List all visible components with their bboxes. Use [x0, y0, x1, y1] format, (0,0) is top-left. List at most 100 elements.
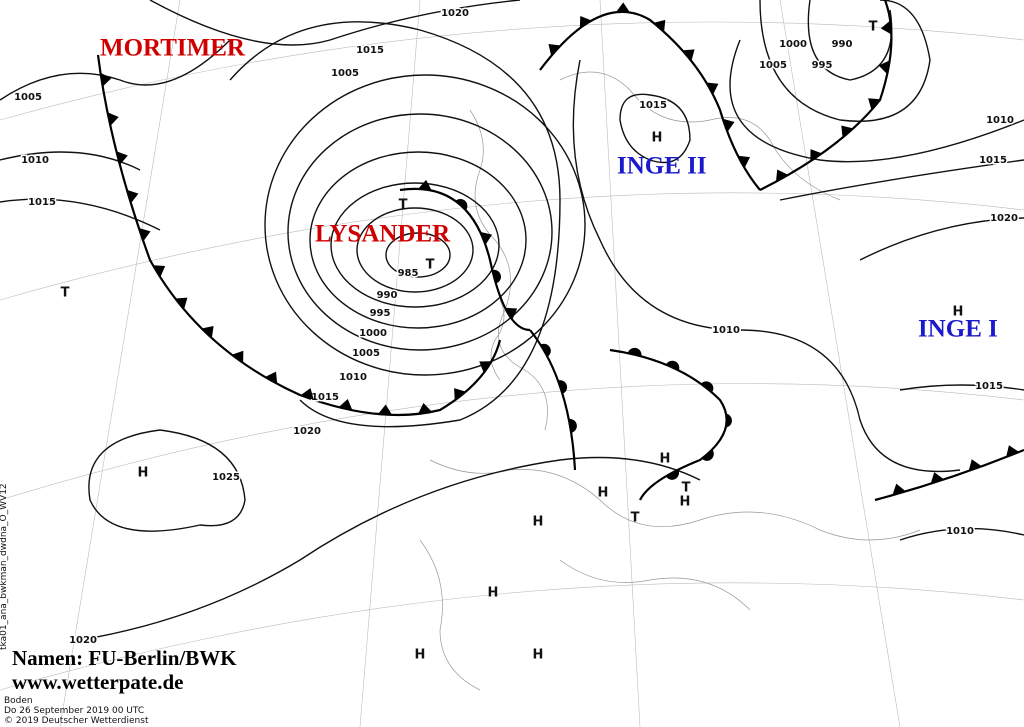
front-semicircle [627, 347, 642, 357]
front-triangle [107, 112, 119, 126]
front-triangle [265, 371, 278, 384]
isobars [0, 0, 1024, 641]
isobar-label: 985 [398, 268, 419, 279]
front-triangle [653, 19, 666, 32]
isobar-label: 1005 [759, 60, 787, 71]
isobar-label: 990 [377, 290, 398, 301]
front-triangle [722, 118, 735, 132]
pressure-center: T [61, 286, 70, 301]
pressure-center: H [598, 486, 609, 501]
pressure-center: H [533, 515, 544, 530]
pressure-center: H [660, 452, 671, 467]
isobar-label: 1005 [14, 92, 42, 103]
isobar-label: 1010 [339, 372, 367, 383]
credit-website: www.wetterpate.de [12, 670, 183, 694]
front-triangle [1006, 445, 1020, 458]
front-triangle [579, 15, 592, 29]
isobar-label: 1015 [28, 197, 56, 208]
front-triangle [378, 404, 393, 415]
isobar-label: 1015 [979, 155, 1007, 166]
isobar-label: 1020 [69, 635, 97, 646]
product-id: tka01_ana_bwkman_dwdna_O_WV12 [0, 483, 9, 650]
front-triangle [868, 98, 881, 111]
front-triangle [126, 189, 139, 204]
pressure-center: H [488, 586, 499, 601]
front-triangle [418, 402, 432, 414]
credit-names: Namen: FU-Berlin/BWK [12, 646, 237, 670]
front-triangle [300, 388, 314, 400]
front-triangle [138, 227, 151, 242]
front-triangle [454, 388, 466, 401]
front-semicircle [492, 269, 501, 284]
footer-copyright: © 2019 Deutscher Wetterdienst [4, 716, 149, 726]
isobar-label: 995 [370, 308, 391, 319]
front-triangle [737, 155, 751, 169]
isobar-label: 1025 [212, 472, 240, 483]
pressure-center: H [680, 495, 691, 510]
pressure-center: T [682, 481, 691, 496]
front-triangle [706, 82, 719, 95]
front-triangle [116, 151, 128, 165]
front-triangle [880, 20, 892, 35]
isobar-label: 1020 [293, 426, 321, 437]
front-triangle [968, 459, 982, 472]
footer-level: Boden [4, 696, 33, 706]
footer-date: Do 26 September 2019 00 UTC [4, 706, 144, 716]
front-triangle [930, 472, 944, 484]
isobar-label: 1010 [21, 155, 49, 166]
front-triangle [548, 44, 561, 56]
front-semicircle [455, 198, 468, 211]
pressure-center: H [652, 131, 663, 146]
front-semicircle [665, 469, 680, 480]
isobar-label: 1000 [359, 328, 387, 339]
front-triangle [616, 2, 630, 13]
isobar-label: 990 [832, 39, 853, 50]
front-triangle [338, 398, 353, 411]
labels: MORTIMER LYSANDER INGE II INGE I 1020 1015 100… [13, 7, 1020, 663]
front-triangle [775, 169, 789, 182]
front-semicircle [725, 413, 732, 428]
front-semicircle [568, 418, 577, 433]
system-name: INGE I [918, 316, 998, 343]
isobar-label: 1000 [779, 39, 807, 50]
front-triangle [231, 350, 244, 363]
isobar-label: 1010 [712, 325, 740, 336]
system-name: INGE II [617, 153, 707, 180]
front-triangle [152, 265, 166, 278]
pressure-center: H [953, 305, 964, 320]
front-semicircle [557, 380, 568, 394]
pressure-center: H [533, 648, 544, 663]
front-semicircle [540, 343, 551, 357]
pressure-center: T [869, 20, 878, 35]
front-triangle [841, 125, 854, 138]
pressure-center: T [426, 258, 435, 273]
front-triangle [479, 361, 492, 373]
front-triangle [100, 72, 112, 87]
pressure-center: H [415, 648, 426, 663]
system-name: MORTIMER [100, 35, 246, 62]
front-triangle [878, 60, 890, 75]
isobar-label: 1015 [356, 45, 384, 56]
front-triangle [480, 231, 493, 245]
front-semicircle [700, 381, 714, 393]
front-triangle [201, 326, 214, 339]
front-triangle [892, 483, 906, 496]
front-semicircle [665, 360, 680, 371]
front-triangle [682, 49, 695, 62]
front-triangle [175, 297, 188, 310]
isobar-label: 995 [812, 60, 833, 71]
front-triangle [810, 149, 822, 162]
isobar-label: 1005 [352, 348, 380, 359]
front-triangle [505, 307, 518, 320]
isobar-label: 1020 [441, 8, 469, 19]
front-semicircle [701, 449, 714, 461]
coastlines [419, 71, 921, 691]
isobar-label: 1010 [986, 115, 1014, 126]
isobar-label: 1020 [990, 213, 1018, 224]
system-name: LYSANDER [315, 221, 451, 248]
pressure-center: H [138, 466, 149, 481]
isobar-label: 1005 [331, 68, 359, 79]
pressure-center: T [631, 511, 640, 526]
